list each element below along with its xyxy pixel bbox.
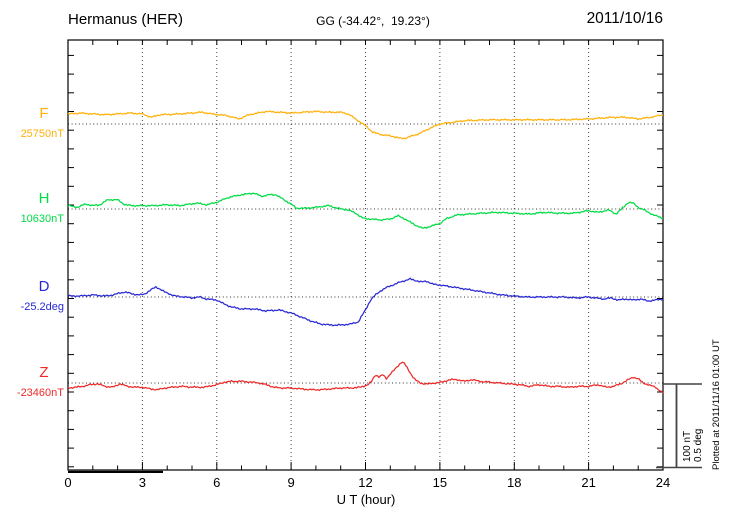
x-tick-label: 0 — [64, 475, 72, 490]
scale-bar-deg: 0.5 deg — [692, 428, 704, 462]
x-tick-label: 3 — [138, 475, 146, 490]
channel-H-label: H — [38, 190, 50, 207]
x-tick-label: 24 — [655, 475, 671, 490]
station-title: Hermanus (HER) — [68, 11, 184, 28]
trace-F — [67, 110, 664, 140]
x-tick-label: 9 — [287, 475, 295, 490]
x-axis-title: U T (hour) — [336, 492, 396, 507]
x-tick-label: 6 — [213, 475, 221, 490]
scale-bar-nt: 100 nT — [682, 430, 693, 462]
channel-H-baseline-value: 10630nT — [20, 213, 64, 225]
channel-F-baseline-value: 25750nT — [20, 128, 64, 140]
bottom-edge-thick-segment — [68, 470, 163, 473]
x-tick-label: 12 — [358, 475, 373, 490]
x-tick-label: 21 — [581, 475, 596, 490]
plot-date: 2011/10/16 — [586, 10, 663, 27]
scale-bar-label: 100 nT 0.5 deg — [682, 428, 704, 462]
geographic-coords: GG (-34.42°, 19.23°) — [316, 14, 430, 28]
plot-frame — [67, 39, 664, 471]
plotted-at-note: Plotted at 2011/11/16 01:00 UT — [711, 339, 722, 470]
channel-D-label: D — [38, 278, 50, 295]
trace-Z — [67, 361, 664, 394]
x-tick-label: 15 — [432, 475, 448, 490]
channel-Z-baseline-value: -23460nT — [16, 387, 64, 399]
trace-D — [67, 277, 664, 327]
trace-H — [67, 192, 664, 229]
channel-F-label: F — [39, 105, 49, 122]
channel-D-baseline-value: -25.2deg — [20, 301, 64, 313]
channel-Z-label: Z — [39, 364, 49, 381]
x-tick-label: 18 — [507, 475, 522, 490]
